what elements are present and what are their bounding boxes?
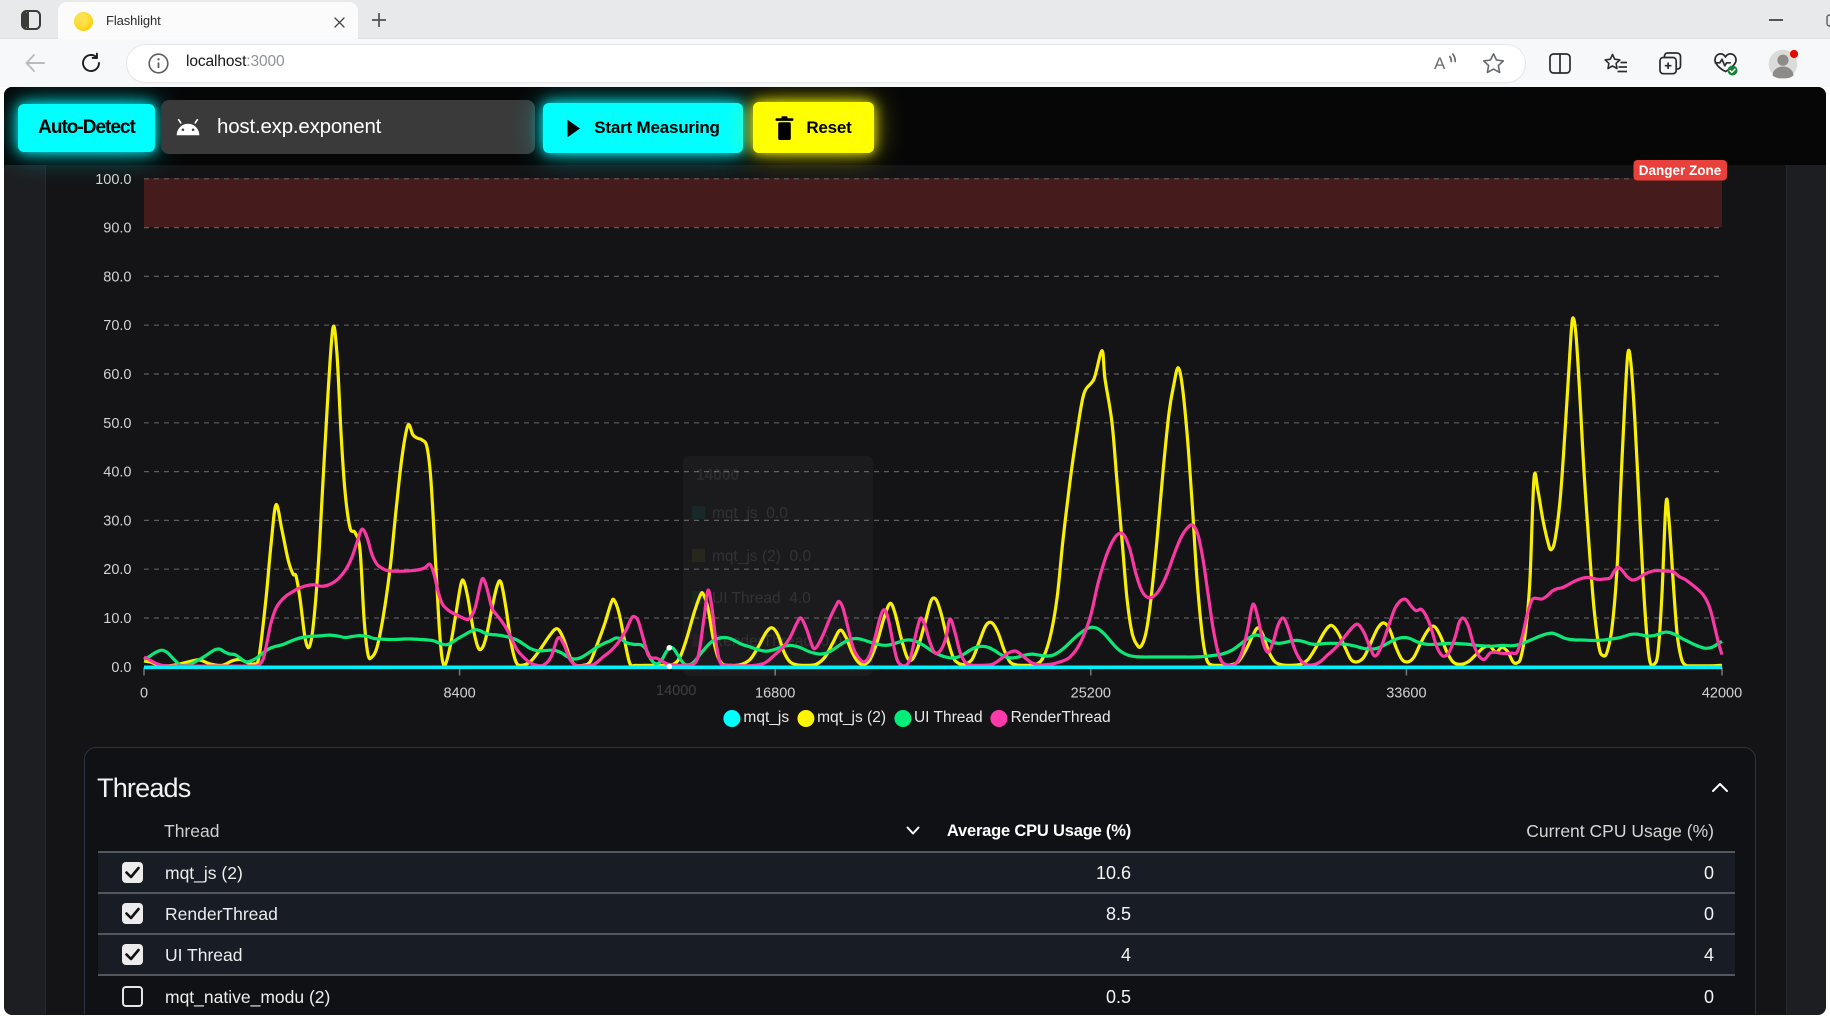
svg-text:A: A — [1434, 54, 1446, 73]
